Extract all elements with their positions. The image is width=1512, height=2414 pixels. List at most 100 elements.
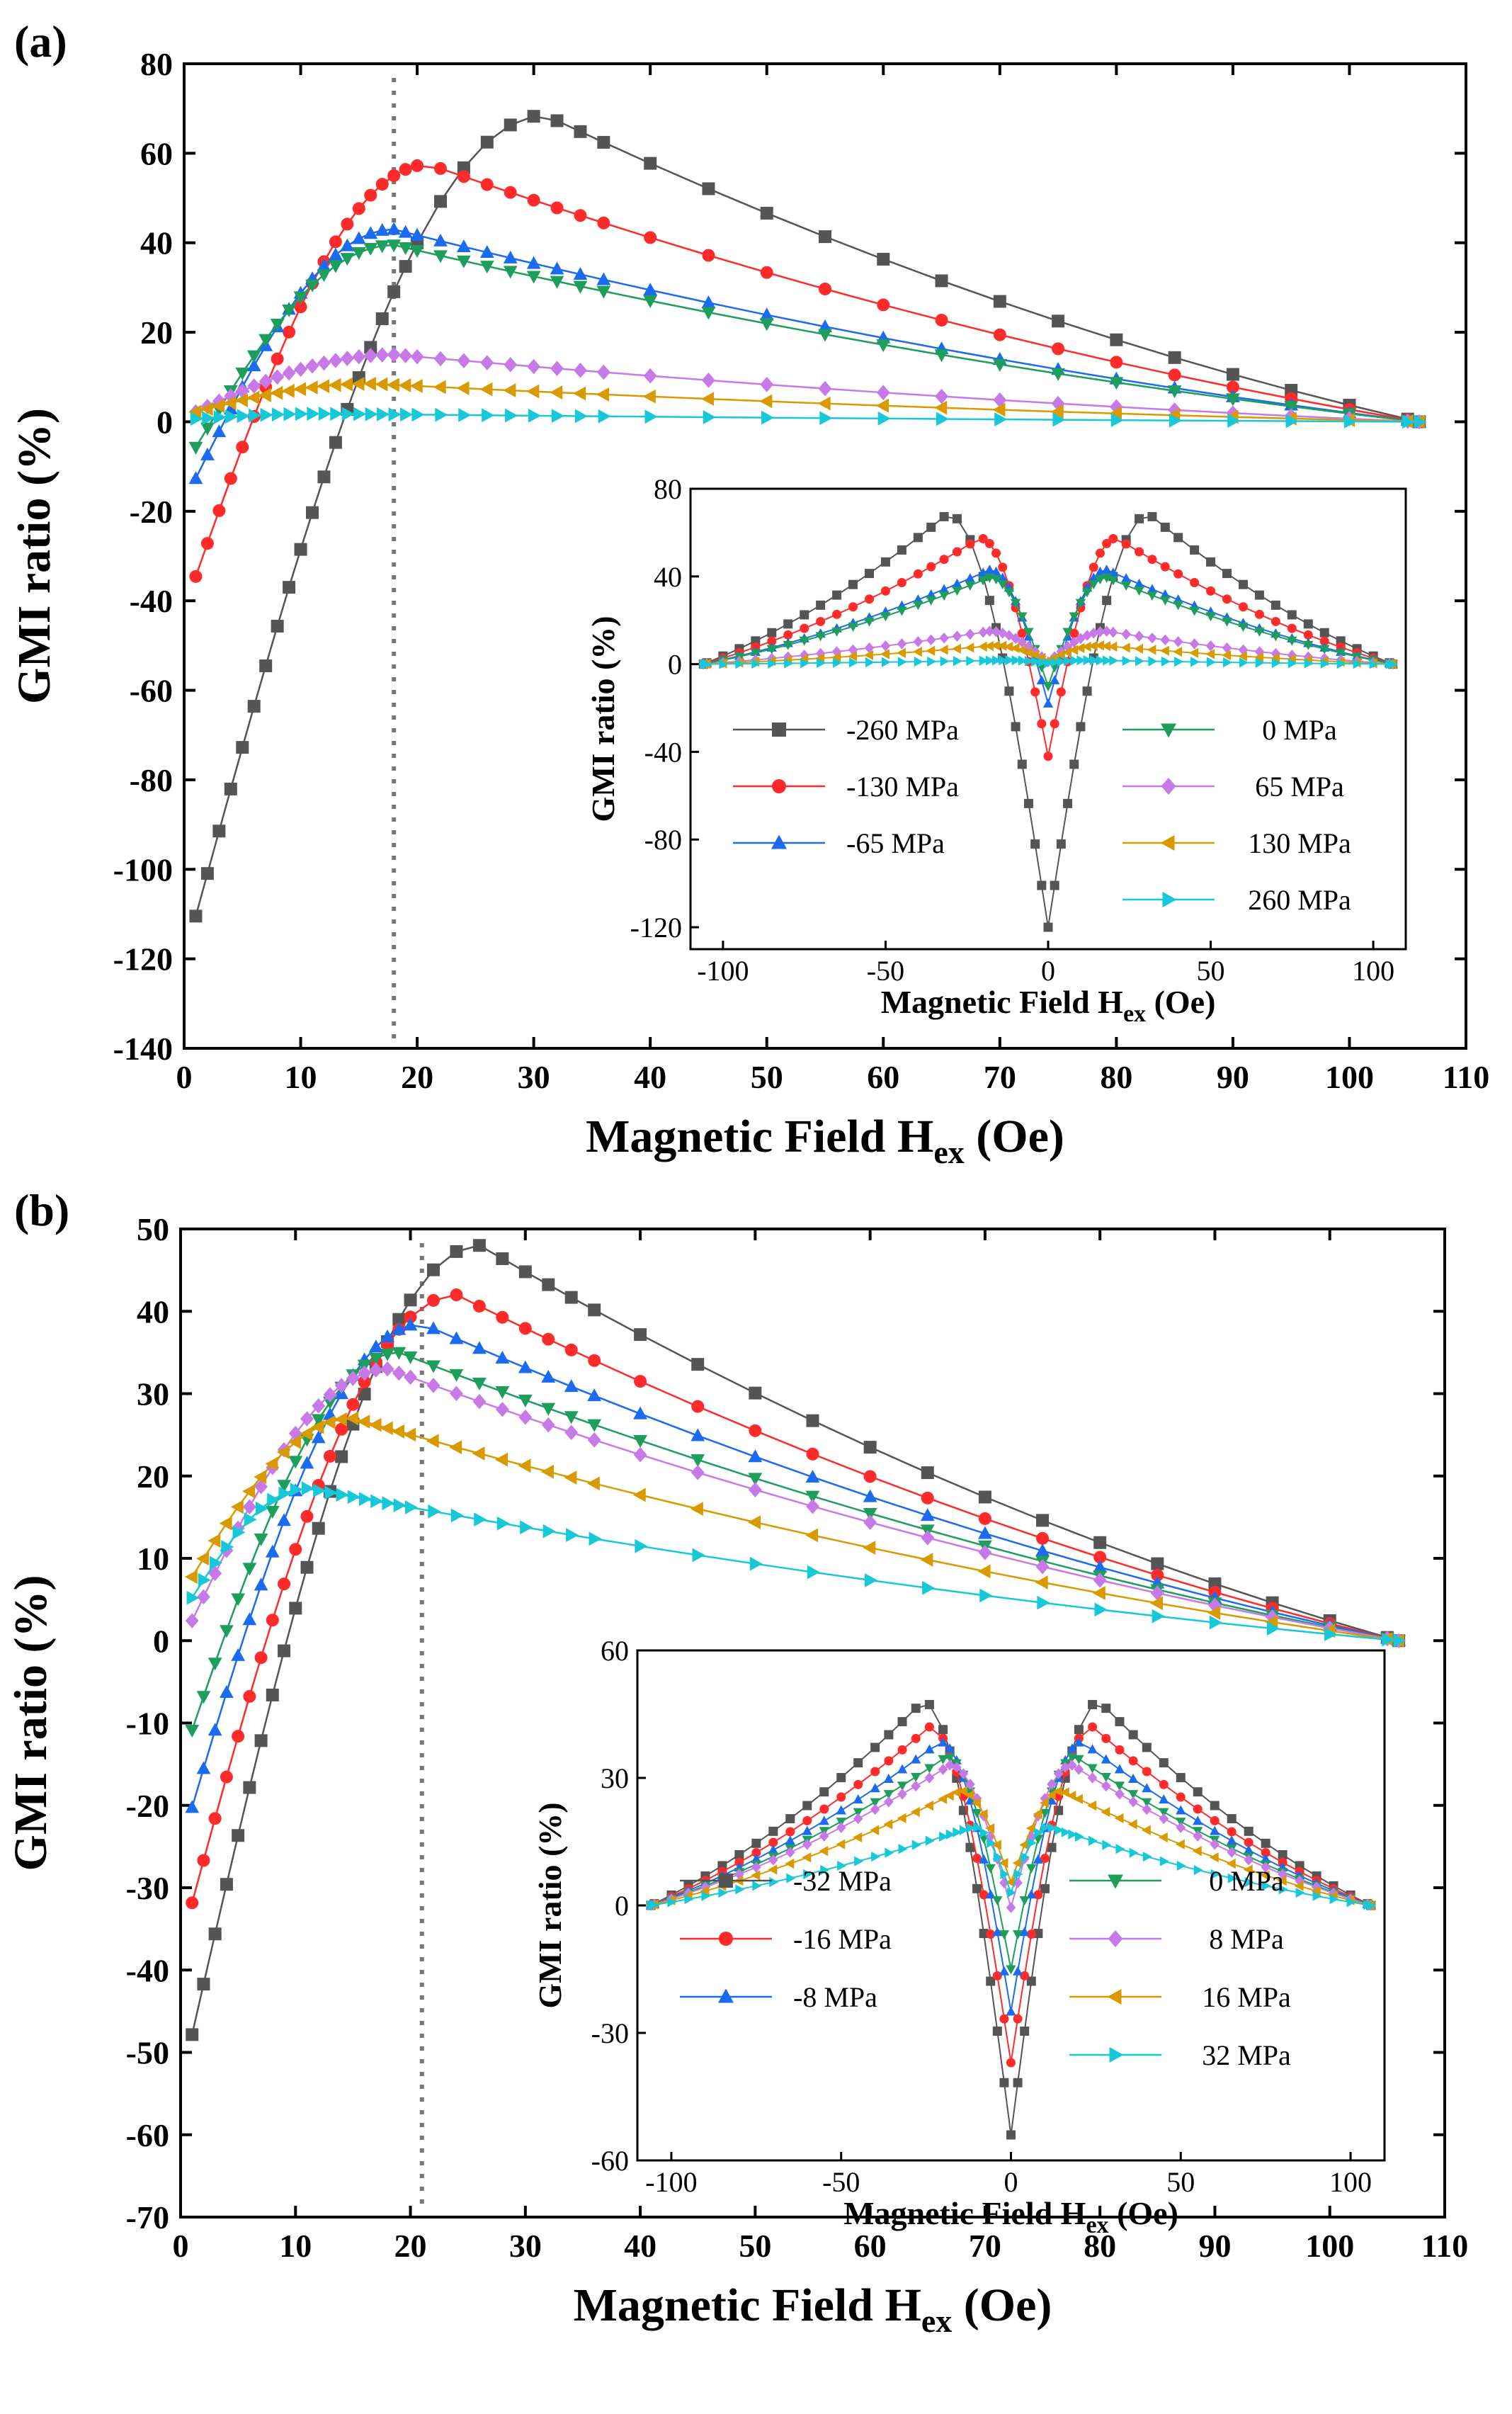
inset-point-s1-26: [986, 1930, 996, 1939]
inset-point-s3-45: [1159, 1808, 1169, 1818]
inset-point-s2-44: [1142, 1783, 1152, 1793]
data-point-s1-16: [375, 178, 389, 191]
inset-point-s2-32: [1026, 1889, 1037, 1899]
inset-point-s4-48: [1238, 644, 1249, 656]
data-point-s1-1: [200, 537, 214, 550]
inset-point-s2-41: [1101, 1754, 1111, 1764]
legend-label-2: -65 MPa: [846, 827, 945, 859]
inset-point-s5-47: [1192, 1846, 1202, 1857]
inset-point-s3-51: [1287, 636, 1297, 646]
y-tick-label: 20: [140, 314, 173, 351]
inset-point-s1-44: [1142, 1767, 1152, 1776]
inset-point-s6-54: [1336, 658, 1346, 669]
data-point-s0-1: [200, 867, 214, 880]
inset-point-s5-36: [1088, 640, 1098, 651]
inset-point-s6-31: [1057, 656, 1067, 667]
inset-point-s2-22: [997, 572, 1008, 582]
inset-point-s1-7: [800, 623, 809, 633]
inset-point-s1-29: [1006, 2058, 1016, 2068]
x-tick-label: 40: [624, 2228, 656, 2264]
inset-point-s5-31: [1019, 1840, 1029, 1850]
inset-point-s0-29: [1043, 922, 1053, 932]
inset-point-s4-38: [1101, 625, 1112, 637]
inset-point-s0-10: [848, 579, 858, 589]
inset-point-s3-33: [1069, 612, 1079, 622]
inset-point-s1-44: [1173, 569, 1183, 579]
inset-point-s4-47: [1222, 642, 1232, 654]
inset-point-s6-34: [1076, 655, 1086, 666]
data-point-s1-26: [574, 209, 587, 222]
inset-point-s0-5: [767, 628, 777, 638]
data-point-s5-4: [230, 1500, 244, 1514]
inset-point-s4-19: [938, 1764, 948, 1775]
inset-point-s1-5: [767, 636, 777, 646]
inset-y-tick-label: 80: [654, 473, 682, 505]
inset-point-s3-54: [1336, 649, 1346, 659]
data-point-s6-36: [1094, 1602, 1108, 1617]
inset-point-s0-14: [870, 1742, 880, 1752]
inset-point-s2-48: [1210, 1825, 1220, 1835]
inset-point-s5-43: [1159, 645, 1169, 656]
x-tick-label: 30: [518, 1059, 550, 1095]
inset-point-s6-23: [1005, 654, 1015, 666]
inset-point-s6-2: [719, 659, 729, 669]
inset-point-s6-44: [1142, 1851, 1152, 1862]
inset-point-s0-23: [1004, 686, 1014, 696]
y-tick-label: -10: [126, 1706, 169, 1742]
inset-point-s1-46: [1206, 586, 1216, 596]
inset-point-s6-45: [1159, 1856, 1169, 1866]
panel-0: (a) 0 10 20 30 40 50 60 70 80 90 100 110 80 60 40 20 0 -20…: [8, 16, 1489, 1170]
data-point-s4-5: [247, 378, 261, 394]
data-point-s6-39: [1266, 1621, 1280, 1636]
data-point-s6-31: [807, 1565, 820, 1580]
inset-point-s0-7: [751, 1838, 761, 1848]
inset-point-s4-13: [853, 1813, 863, 1825]
data-point-s5-7: [270, 385, 283, 400]
inset-point-s5-44: [1173, 646, 1183, 657]
inset-point-s5-40: [1087, 1800, 1097, 1811]
inset-point-s6-24: [1011, 655, 1021, 666]
inset-point-s6-30: [1050, 657, 1060, 668]
y-tick-label: 20: [137, 1458, 169, 1495]
data-point-s1-15: [364, 188, 377, 202]
data-point-s2-16: [368, 1339, 383, 1353]
inset-point-s3-15: [883, 1790, 894, 1800]
inset-point-s2-16: [897, 1764, 908, 1774]
data-point-s3-10: [305, 279, 319, 293]
data-point-s2-26: [564, 1379, 579, 1393]
data-point-s3-22: [479, 261, 494, 274]
data-point-s0-35: [1052, 314, 1065, 328]
legend-label-4: 8 MPa: [1209, 1923, 1284, 1955]
inset-point-s3-38: [1101, 573, 1112, 583]
data-point-s1-13: [341, 217, 354, 231]
data-point-s6-42: [1414, 414, 1427, 429]
data-point-s4-25: [550, 361, 564, 376]
inset-point-s4-12: [836, 1822, 846, 1833]
inset-point-s0-15: [884, 1730, 894, 1740]
data-point-s5-21: [456, 381, 470, 395]
inset-y-tick-label: -120: [630, 912, 682, 944]
data-point-s0-38: [1226, 368, 1239, 381]
inset-point-s0-52: [1278, 1850, 1288, 1860]
data-point-s1-28: [634, 1375, 647, 1388]
inset-point-s5-41: [1101, 1806, 1110, 1818]
y-tick-label: 80: [140, 46, 173, 82]
inset-point-s4-53: [1295, 1875, 1304, 1887]
data-point-s5-20: [433, 380, 446, 395]
inset-point-s6-43: [1161, 656, 1171, 667]
inset-point-s4-10: [848, 644, 858, 656]
inset-point-s0-50: [1271, 600, 1280, 610]
inset-point-s4-18: [965, 628, 975, 640]
inset-point-s3-43: [1160, 596, 1171, 606]
inset-y-tick-label: -60: [591, 2145, 629, 2177]
inset-point-s0-49: [1254, 590, 1264, 600]
inset-point-s3-47: [1222, 617, 1232, 627]
data-point-s4-33: [921, 1530, 935, 1546]
inset-point-s6-12: [837, 1860, 847, 1871]
data-point-s0-8: [283, 581, 296, 594]
inset-point-s5-48: [1209, 1852, 1219, 1863]
inset-point-s3-29: [1006, 1965, 1016, 1975]
data-point-s3-18: [392, 1347, 407, 1360]
data-point-s2-36: [1093, 1560, 1108, 1573]
data-point-s4-20: [433, 351, 448, 367]
